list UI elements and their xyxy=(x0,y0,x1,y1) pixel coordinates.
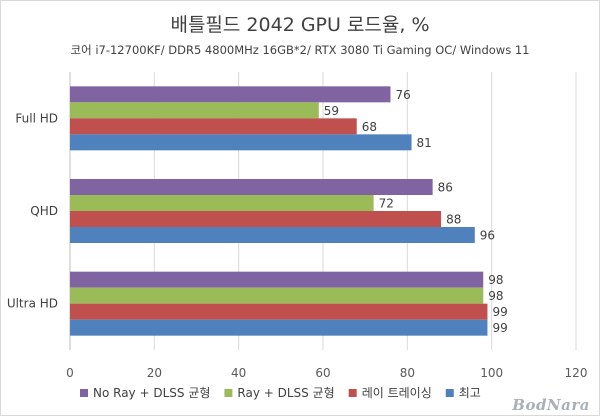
data-label: 96 xyxy=(480,229,495,243)
bar xyxy=(70,303,488,320)
bar xyxy=(70,319,488,336)
category-label: Full HD xyxy=(15,111,58,125)
data-label: 98 xyxy=(488,273,503,287)
bar xyxy=(70,179,433,195)
legend-label: 레이 트레이싱 xyxy=(362,386,432,400)
bar xyxy=(70,195,374,211)
chart-subtitle: 코어 i7-12700KF/ DDR5 4800MHz 16GB*2/ RTX … xyxy=(70,43,530,57)
data-label: 99 xyxy=(492,305,507,319)
data-label: 86 xyxy=(438,181,453,195)
x-tick-label: 40 xyxy=(231,366,246,380)
data-label: 81 xyxy=(417,136,432,150)
x-tick-label: 120 xyxy=(565,366,588,380)
data-label: 59 xyxy=(324,104,339,118)
legend-swatch xyxy=(80,389,88,397)
watermark-logo: BodNara xyxy=(512,396,590,414)
legend-swatch xyxy=(348,389,357,397)
legend-swatch xyxy=(224,389,233,397)
chart-title: 배틀필드 2042 GPU 로드율, % xyxy=(170,14,430,36)
bar xyxy=(70,287,484,304)
x-tick-label: 60 xyxy=(315,366,330,380)
bar xyxy=(70,118,357,135)
bar xyxy=(70,102,319,119)
data-label: 76 xyxy=(395,88,410,102)
x-tick-label: 80 xyxy=(400,366,415,380)
legend-label: 최고 xyxy=(459,386,481,400)
x-tick-label: 100 xyxy=(480,366,503,380)
x-tick-label: 0 xyxy=(66,366,74,380)
x-tick-label: 20 xyxy=(147,366,162,380)
category-label: Ultra HD xyxy=(7,297,58,311)
bar xyxy=(70,211,442,227)
bar xyxy=(70,271,484,288)
legend-label: No Ray + DLSS 균형 xyxy=(93,386,210,400)
data-label: 68 xyxy=(362,120,377,134)
bar xyxy=(70,134,412,151)
data-label: 99 xyxy=(492,321,507,335)
legend-swatch xyxy=(445,389,454,397)
data-label: 98 xyxy=(488,289,503,303)
data-label: 72 xyxy=(379,197,394,211)
category-label: QHD xyxy=(30,204,58,218)
data-label: 88 xyxy=(446,213,461,227)
bar xyxy=(70,86,391,103)
legend-label: Ray + DLSS 균형 xyxy=(237,386,334,400)
bar xyxy=(70,227,475,243)
